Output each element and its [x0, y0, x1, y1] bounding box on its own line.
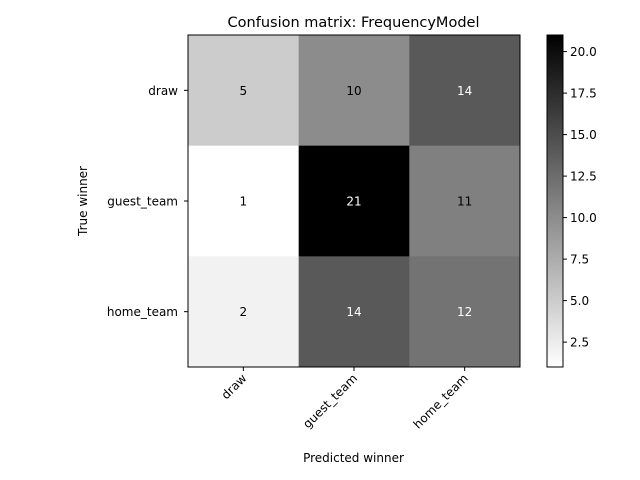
heatmap-cell-2-2 — [409, 256, 521, 368]
colorbar-tick-label: 12.5 — [570, 170, 597, 184]
y-tick-label: guest_team — [107, 195, 178, 209]
cell-value-label: 2 — [240, 305, 248, 319]
y-tick-label: home_team — [107, 305, 178, 319]
colorbar-tick-label: 20.0 — [570, 45, 597, 59]
y-axis: draw guest_team home_team — [107, 84, 188, 319]
chart-title: Confusion matrix: FrequencyModel — [228, 15, 480, 31]
heatmap-cell-2-0 — [188, 256, 300, 368]
cell-value-label: 12 — [457, 305, 472, 319]
colorbar-ticks: 2.5 5.0 7.5 10.0 12.5 15.0 17.5 20.0 — [563, 45, 597, 350]
heatmap-cell-0-2 — [409, 35, 521, 147]
x-tick-label: home_team — [411, 371, 471, 431]
y-axis-label: True winner — [76, 166, 90, 237]
colorbar-tick-label: 17.5 — [570, 87, 597, 101]
x-tick-label: guest_team — [300, 371, 360, 431]
colorbar-tick-label: 5.0 — [570, 294, 589, 308]
colorbar-tick-label: 2.5 — [570, 336, 589, 350]
heatmap-cell-2-1 — [298, 256, 410, 368]
x-axis-label: Predicted winner — [303, 451, 404, 465]
cell-value-label: 1 — [240, 195, 248, 209]
colorbar-tick-label: 7.5 — [570, 253, 589, 267]
cell-value-label: 21 — [346, 195, 361, 209]
heatmap-cell-0-1 — [298, 35, 410, 147]
x-tick-label: draw — [219, 371, 250, 402]
y-tick-label: draw — [148, 84, 178, 98]
colorbar-tick-label: 10.0 — [570, 211, 597, 225]
heatmap-cell-1-0 — [188, 145, 300, 257]
heatmap-cell-1-1 — [298, 145, 410, 257]
cell-value-label: 14 — [346, 305, 361, 319]
colorbar — [546, 34, 564, 368]
heatmap-cell-0-0 — [188, 35, 300, 147]
cell-value-label: 5 — [240, 84, 248, 98]
heatmap-cell-1-2 — [409, 145, 521, 257]
heatmap-cells: 5 10 14 1 21 11 2 14 12 — [188, 35, 521, 368]
cell-value-label: 11 — [457, 195, 472, 209]
cell-value-label: 10 — [346, 84, 361, 98]
cell-value-label: 14 — [457, 84, 472, 98]
x-axis: draw guest_team home_team — [219, 367, 471, 431]
colorbar-tick-label: 15.0 — [570, 128, 597, 142]
